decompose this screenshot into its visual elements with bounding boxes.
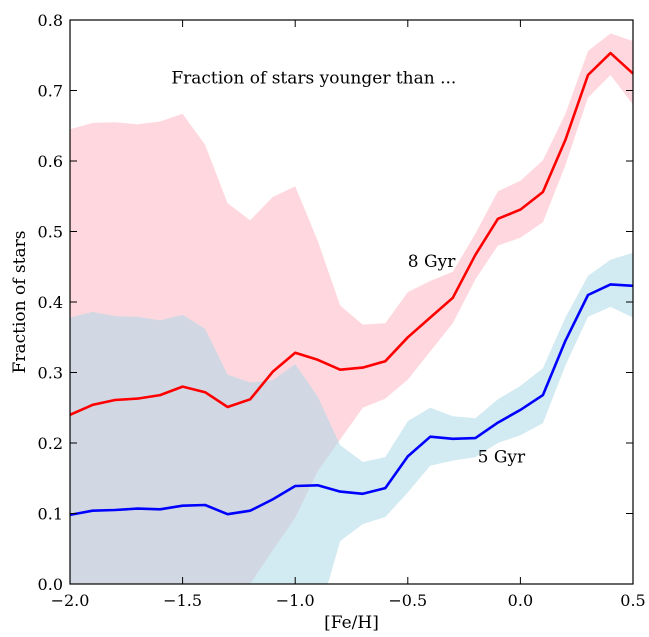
annotation-fraction-of-stars-younger-than: Fraction of stars younger than ...: [171, 68, 456, 88]
y-tick-label: 0.7: [38, 82, 63, 101]
y-tick-label: 0.3: [38, 364, 63, 383]
y-tick-label: 0.6: [38, 152, 63, 171]
annotation-5-gyr: 5 Gyr: [478, 448, 526, 468]
x-tick-label: −1.0: [276, 591, 315, 610]
line-8-gyr: [70, 51, 633, 416]
annotations: Fraction of stars younger than ... 8 Gyr 5…: [171, 68, 526, 467]
y-tick-label: 0.4: [38, 293, 63, 312]
y-tick-label: 0.2: [38, 434, 63, 453]
y-axis: 0.0 0.1 0.2 0.3 0.4 0.5 0.6 0.7 0.8: [38, 11, 633, 594]
x-tick-label: 0.5: [620, 591, 645, 610]
x-axis: −2.0 −1.5 −1.0 −0.5 0.0 0.5: [51, 20, 646, 610]
y-tick-label: 0.1: [38, 505, 63, 524]
x-axis-label: [Fe/H]: [324, 613, 379, 633]
x-tick-label: 0.0: [508, 591, 533, 610]
x-tick-label: −1.5: [163, 591, 202, 610]
y-tick-label: 0.0: [38, 575, 63, 594]
uncertainty-bands: [70, 33, 633, 584]
x-tick-label: −0.5: [388, 591, 427, 610]
band-5-gyr: [70, 252, 633, 584]
line-5-gyr: [70, 283, 633, 517]
y-axis-label: Fraction of stars: [10, 231, 30, 374]
x-tick-label: −2.0: [51, 591, 90, 610]
y-tick-label: 0.8: [38, 11, 63, 30]
annotation-8-gyr: 8 Gyr: [408, 252, 456, 272]
y-tick-label: 0.5: [38, 223, 63, 242]
series-lines: [70, 51, 633, 517]
